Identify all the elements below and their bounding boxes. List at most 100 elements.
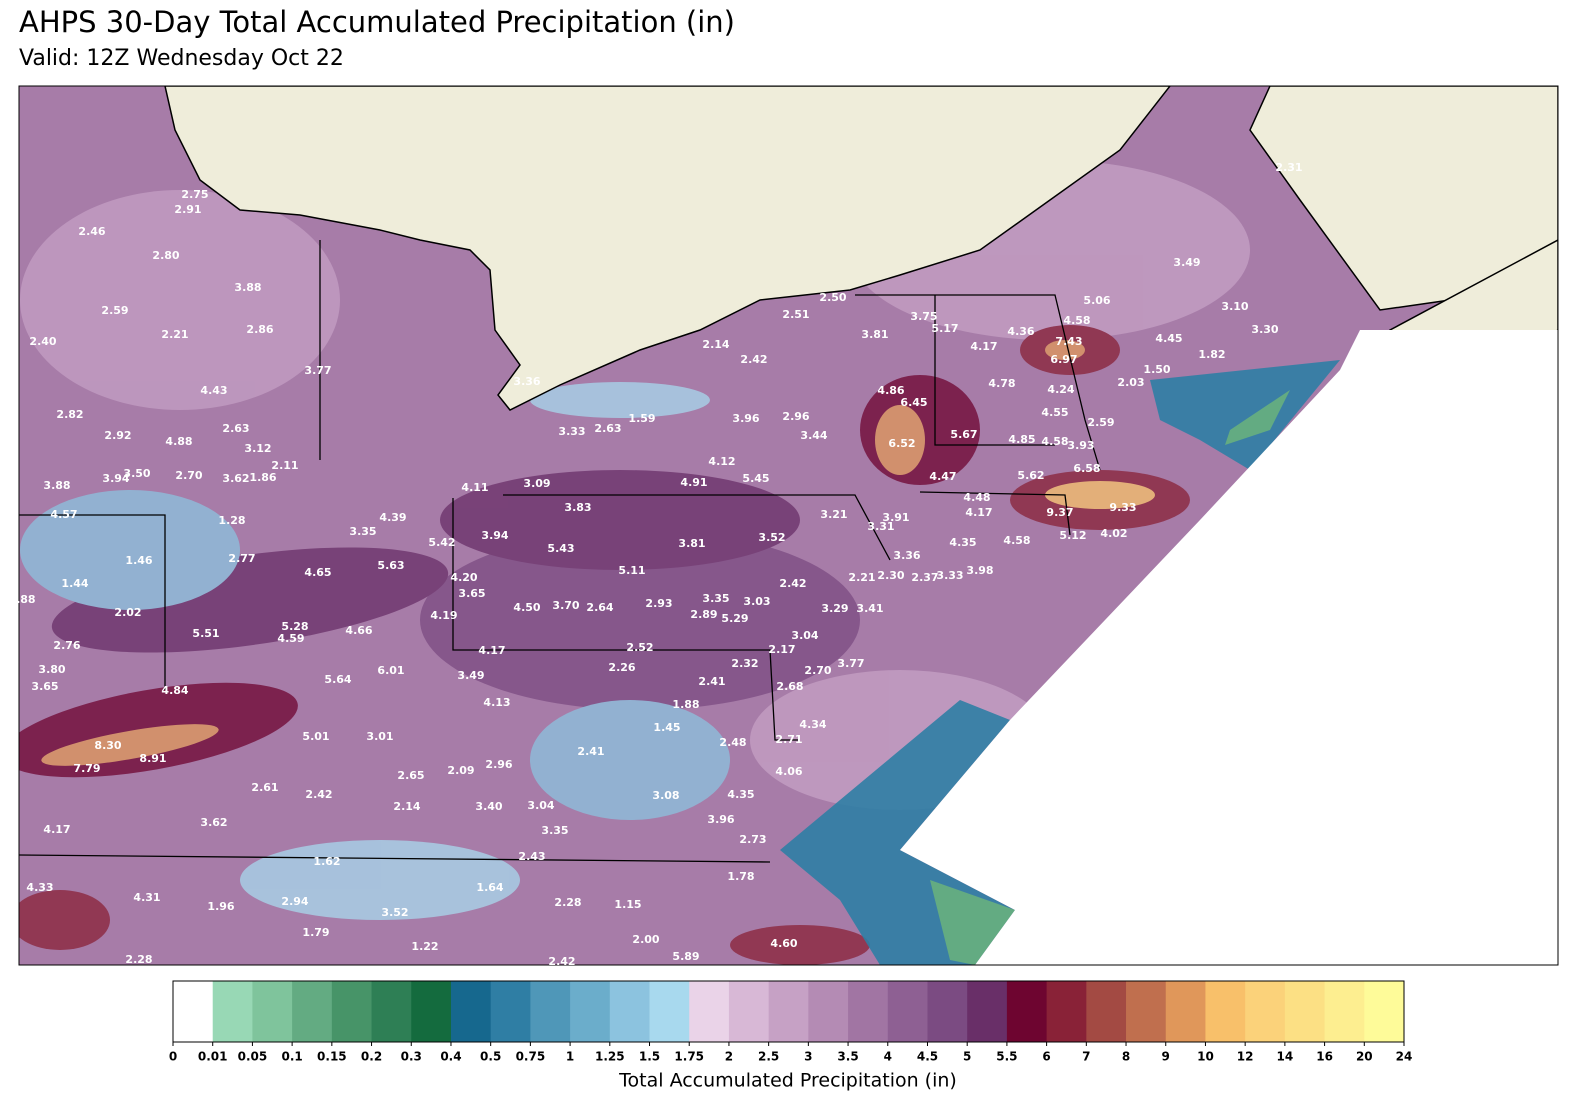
station-value: 4.20 bbox=[450, 571, 477, 584]
station-value: 1.45 bbox=[653, 721, 680, 734]
station-value: 8.91 bbox=[139, 752, 166, 765]
station-value: 5.67 bbox=[950, 428, 977, 441]
station-value: 3.09 bbox=[523, 477, 550, 490]
coastal-lowest bbox=[1225, 390, 1290, 445]
colorbar-tick-label: 0 bbox=[169, 1050, 177, 1064]
station-value: 3.62 bbox=[200, 816, 227, 829]
station-value: 2.14 bbox=[702, 338, 729, 351]
land-east bbox=[1249, 86, 1558, 311]
subtitle: Valid: 12Z Wednesday Oct 22 bbox=[19, 46, 344, 71]
colorbar-tick-label: 5 bbox=[963, 1050, 971, 1064]
colorbar-cell bbox=[728, 981, 770, 1042]
station-value: 3.98 bbox=[966, 564, 993, 577]
colorbar-cell bbox=[927, 981, 968, 1042]
colorbar-tick-label: 0.2 bbox=[361, 1050, 382, 1064]
colorbar-cell bbox=[768, 981, 809, 1042]
station-value: 2.82 bbox=[56, 408, 83, 421]
boundaries bbox=[19, 240, 1101, 863]
station-value: 4.17 bbox=[965, 506, 992, 519]
map-frame bbox=[18, 85, 1559, 966]
station-value: 3.93 bbox=[1067, 439, 1094, 452]
station-value: 2.52 bbox=[626, 641, 653, 654]
station-value: 3.12 bbox=[244, 442, 271, 455]
station-value: 2.86 bbox=[246, 323, 273, 336]
station-value: 5.28 bbox=[281, 620, 308, 633]
station-value: 1.28 bbox=[218, 514, 245, 527]
station-value: 9.33 bbox=[1109, 501, 1136, 514]
station-value: 2.41 bbox=[698, 675, 725, 688]
station-value: 4.06 bbox=[775, 765, 802, 778]
station-value: 3.33 bbox=[936, 569, 963, 582]
station-value: 3.91 bbox=[882, 511, 909, 524]
station-value: 3.49 bbox=[1173, 256, 1200, 269]
station-value: 3.36 bbox=[893, 549, 920, 562]
colorbar-cell bbox=[1205, 981, 1246, 1042]
station-value: 1.59 bbox=[628, 412, 655, 425]
station-value: 5.89 bbox=[672, 950, 699, 963]
station-value: 4.35 bbox=[727, 788, 754, 801]
station-value: 2.63 bbox=[594, 422, 621, 435]
map bbox=[19, 86, 1558, 965]
station-value: 0.88 bbox=[8, 593, 35, 606]
station-value: 3.31 bbox=[867, 520, 894, 533]
station-value: 3.96 bbox=[732, 412, 759, 425]
station-value: 2.64 bbox=[586, 601, 613, 614]
colorbar-cell bbox=[887, 981, 928, 1042]
station-value: 4.88 bbox=[165, 435, 192, 448]
colorbar-cell bbox=[1086, 981, 1127, 1042]
station-value: 3.65 bbox=[31, 680, 58, 693]
station-value: 2.42 bbox=[740, 353, 767, 366]
colorbar: 0 0.01 0.05 0.1 0.15 0.2 0.3 0.4 0.5 0.75 1 1.25 1.5… bbox=[169, 980, 1412, 1064]
station-value: 6.01 bbox=[377, 664, 404, 677]
station-value: 1.78 bbox=[727, 870, 754, 883]
colorbar-cell bbox=[808, 981, 849, 1042]
station-value: 4.17 bbox=[970, 340, 997, 353]
station-value: 2.73 bbox=[739, 833, 766, 846]
station-value: 1.46 bbox=[125, 554, 152, 567]
colorbar-cell bbox=[1126, 981, 1167, 1042]
colorbar-label: Total Accumulated Precipitation (in) bbox=[618, 1070, 957, 1092]
station-value: 4.66 bbox=[345, 624, 372, 637]
offshore-lowest bbox=[930, 880, 1015, 965]
station-value: 2.80 bbox=[152, 249, 179, 262]
station-value: 3.21 bbox=[820, 508, 847, 521]
station-value: 4.45 bbox=[1155, 332, 1182, 345]
colorbar-tick-label: 9 bbox=[1162, 1050, 1170, 1064]
station-value: 5.51 bbox=[192, 627, 219, 640]
station-value: 4.19 bbox=[430, 609, 457, 622]
colorbar-cell bbox=[530, 981, 571, 1042]
station-value: 5.43 bbox=[547, 542, 574, 555]
station-value: 3.62 bbox=[222, 472, 249, 485]
station-value: 2.93 bbox=[645, 597, 672, 610]
station-value: 3.81 bbox=[861, 328, 888, 341]
station-value: 2.21 bbox=[848, 571, 875, 584]
station-value: 2.42 bbox=[779, 577, 806, 590]
station-value: 6.58 bbox=[1073, 462, 1100, 475]
station-value: 2.76 bbox=[53, 639, 80, 652]
station-value: 5.17 bbox=[931, 322, 958, 335]
station-value: 3.04 bbox=[527, 799, 554, 812]
colorbar-cell bbox=[371, 981, 412, 1042]
station-value: 3.35 bbox=[541, 824, 568, 837]
station-value: 3.44 bbox=[800, 429, 827, 442]
station-value: 3.77 bbox=[304, 364, 331, 377]
colorbar-tick-label: 0.01 bbox=[198, 1050, 228, 1064]
station-value: 2.31 bbox=[1275, 161, 1302, 174]
colorbar-cell bbox=[173, 981, 214, 1042]
station-value: 4.60 bbox=[770, 937, 797, 950]
colorbar-frame bbox=[172, 980, 1405, 1043]
colorbar-cell bbox=[212, 981, 253, 1042]
station-value: 2.68 bbox=[776, 680, 803, 693]
colorbar-tick-label: 0.75 bbox=[516, 1050, 546, 1064]
station-value: 4.59 bbox=[277, 632, 304, 645]
station-value: 2.91 bbox=[174, 203, 201, 216]
station-value: 4.47 bbox=[929, 470, 956, 483]
station-value: 5.63 bbox=[377, 559, 404, 572]
station-value: 2.61 bbox=[251, 781, 278, 794]
station-value: 4.78 bbox=[988, 377, 1015, 390]
station-value: 3.75 bbox=[910, 310, 937, 323]
colorbar-cell bbox=[411, 981, 452, 1042]
colorbar-cell bbox=[967, 981, 1008, 1042]
station-value: 3.52 bbox=[758, 531, 785, 544]
